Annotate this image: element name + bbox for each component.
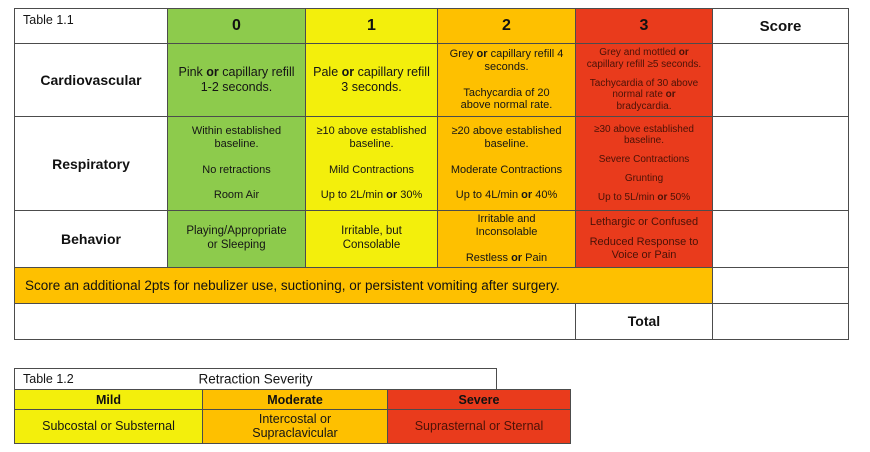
severity-value-moderate: Intercostal or Supraclavicular: [202, 409, 388, 444]
column-header-1: 1: [305, 8, 438, 44]
column-header-score: Score: [712, 8, 849, 44]
cell-respiratory-2: ≥20 above established baseline. Moderate …: [437, 116, 576, 211]
row-cardiovascular: Cardiovascular Pink or capillary refill …: [14, 43, 849, 117]
additional-points-row: Score an additional 2pts for nebulizer u…: [14, 266, 849, 304]
row-behavior: Behavior Playing/Appropriate or Sleeping…: [14, 210, 849, 268]
row-label-cardiovascular: Cardiovascular: [14, 43, 168, 117]
severity-label-row: Mild Moderate Severe: [14, 389, 571, 410]
cell-respiratory-3: ≥30 above established baseline. Severe Co…: [575, 116, 713, 211]
additional-points-note: Score an additional 2pts for nebulizer u…: [14, 266, 713, 304]
column-header-2: 2: [437, 8, 576, 44]
total-row: Total: [14, 302, 849, 340]
cell-behavior-0: Playing/Appropriate or Sleeping: [167, 210, 306, 268]
total-label: Total: [575, 302, 713, 340]
cell-cardiovascular-3: Grey and mottled or capillary refill ≥5 …: [575, 43, 713, 117]
cell-behavior-3: Lethargic or Confused Reduced Response to…: [575, 210, 713, 268]
cell-respiratory-1: ≥10 above established baseline. Mild Cont…: [305, 116, 438, 211]
severity-label-mild: Mild: [14, 389, 203, 410]
severity-value-mild: Subcostal or Substernal: [14, 409, 203, 444]
row-label-respiratory: Respiratory: [14, 116, 168, 211]
cell-behavior-1: Irritable, but Consolable: [305, 210, 438, 268]
severity-value-row: Subcostal or Substernal Intercostal or S…: [14, 409, 571, 444]
header-row: Table 1.1 0 1 2 3 Score: [14, 8, 849, 44]
retraction-severity-heading: Retraction Severity: [198, 371, 313, 387]
column-header-3: 3: [575, 8, 713, 44]
score-cell-total: [712, 302, 849, 340]
cell-cardiovascular-0: Pink or capillary refill 1-2 seconds.: [167, 43, 306, 117]
table-1-1-title: Table 1.1: [14, 8, 168, 44]
severity-value-severe: Suprasternal or Sternal: [387, 409, 571, 444]
cell-behavior-2: Irritable and Inconsolable Restless or Pa…: [437, 210, 576, 268]
row-label-behavior: Behavior: [14, 210, 168, 268]
retraction-severity-header: Table 1.2 Retraction Severity: [14, 368, 497, 390]
retraction-severity-table: Mild Moderate Severe Subcostal or Subste…: [14, 389, 571, 444]
score-cell-behavior: [712, 210, 849, 268]
score-cell-note: [712, 266, 849, 304]
column-header-0: 0: [167, 8, 306, 44]
score-cell-cardiovascular: [712, 43, 849, 117]
cell-cardiovascular-1: Pale or capillary refill 3 seconds.: [305, 43, 438, 117]
severity-label-moderate: Moderate: [202, 389, 388, 410]
row-respiratory: Respiratory Within established baseline.…: [14, 116, 849, 211]
cell-respiratory-0: Within established baseline. No retractio…: [167, 116, 306, 211]
severity-label-severe: Severe: [387, 389, 571, 410]
total-row-spacer: [14, 302, 576, 340]
pews-scoring-table: Table 1.1 0 1 2 3 Score Cardiovascular P…: [14, 8, 849, 340]
table-1-2-title: Table 1.2: [23, 372, 74, 386]
cell-cardiovascular-2: Grey or capillary refill 4 seconds. Tachy…: [437, 43, 576, 117]
score-cell-respiratory: [712, 116, 849, 211]
